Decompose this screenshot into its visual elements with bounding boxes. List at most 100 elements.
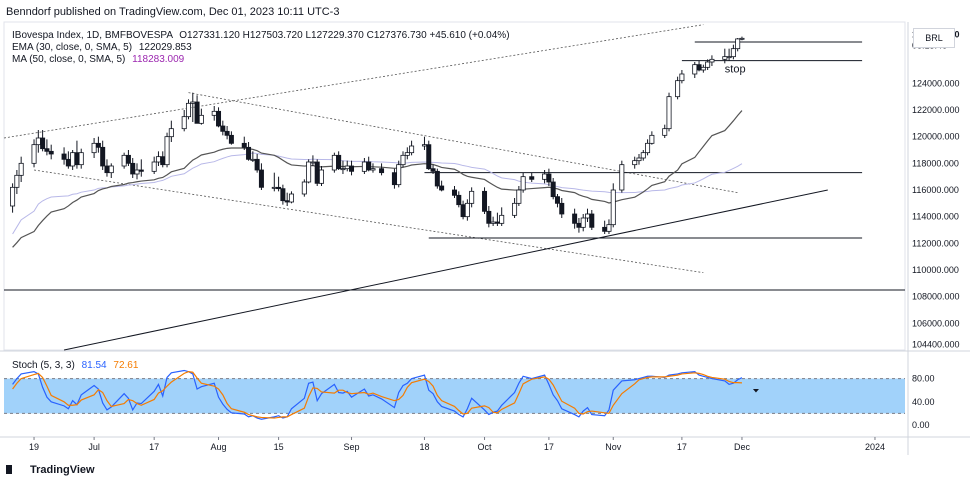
candle-body — [314, 161, 320, 184]
candle — [301, 179, 307, 197]
time-tick-label: Aug — [211, 442, 227, 452]
candle-body — [649, 134, 655, 144]
candle — [151, 156, 157, 174]
down-arrow-icon — [752, 389, 759, 393]
tradingview-logo-icon — [6, 465, 26, 474]
candle-body — [451, 189, 457, 196]
candle-body — [554, 196, 560, 204]
candle — [78, 148, 84, 169]
candle — [606, 219, 612, 234]
candle — [130, 158, 136, 178]
candle — [554, 194, 560, 208]
candle — [70, 150, 76, 170]
candle-body — [516, 189, 522, 204]
candle-body — [572, 213, 578, 224]
stoch-tick-label: 0.00 — [912, 420, 930, 430]
stoch-legend: Stoch (5, 3, 3) 81.54 72.61 — [12, 360, 138, 372]
candle — [246, 142, 252, 161]
candle — [35, 130, 41, 153]
candle-body — [190, 101, 196, 104]
candle-body — [619, 164, 625, 191]
candle — [426, 140, 432, 170]
candle — [271, 172, 277, 192]
stoch-label[interactable]: Stoch (5, 3, 3) — [12, 360, 75, 371]
candle — [546, 168, 552, 186]
time-tick-label: 19 — [29, 442, 39, 452]
candle-body — [216, 110, 222, 127]
candle — [370, 163, 376, 173]
candle-body — [585, 213, 591, 219]
candle — [134, 163, 140, 180]
candle-body — [108, 165, 114, 174]
candle — [168, 120, 174, 142]
currency-label[interactable]: BRL — [913, 28, 955, 48]
candle — [91, 138, 97, 158]
candle-body — [78, 152, 84, 166]
candle-body — [610, 189, 616, 226]
candle — [730, 44, 736, 60]
candle — [280, 184, 286, 205]
candle — [576, 218, 582, 233]
symbol-name[interactable]: IBovespa Index, 1D, BMFBOVESPA — [12, 30, 173, 41]
candle — [486, 206, 492, 228]
candle — [726, 48, 732, 61]
candle-body — [370, 168, 376, 171]
candle-body — [636, 157, 642, 162]
candle — [306, 159, 312, 184]
candle — [138, 159, 144, 177]
time-tick-label: 18 — [419, 442, 429, 452]
time-tick-label: Oct — [478, 442, 493, 452]
candle-body — [705, 61, 711, 68]
candle-body — [361, 161, 367, 172]
candle — [640, 150, 646, 161]
ma-label[interactable]: MA (50, close, 0, SMA, 5) — [12, 54, 126, 65]
candle-body — [74, 152, 80, 166]
candle-body — [439, 185, 445, 191]
candle — [735, 38, 741, 52]
candle — [709, 55, 715, 66]
trendlines: stop — [3, 24, 905, 351]
price-tick-label: 104400.000 — [912, 340, 960, 350]
candle-body — [434, 170, 440, 187]
candle-body — [709, 58, 715, 63]
candle — [241, 136, 247, 150]
candle-body — [61, 153, 67, 160]
candle-body — [726, 56, 732, 59]
candle — [662, 124, 668, 138]
candle-body — [10, 186, 16, 207]
candle — [216, 107, 222, 128]
candle-body — [198, 114, 204, 124]
candle — [310, 155, 316, 166]
candle — [494, 212, 500, 226]
candle — [31, 139, 37, 168]
candle-body — [344, 165, 350, 170]
price-tick-label: 116000.000 — [912, 185, 959, 195]
candle — [344, 160, 350, 172]
price-tick-label: 124000.000 — [912, 78, 960, 88]
candle — [490, 216, 496, 226]
candle-body — [632, 160, 638, 166]
stoch-d-line — [12, 371, 742, 419]
price-tick-label: 112000.000 — [912, 238, 959, 248]
stoch-tick-label: 80.00 — [912, 374, 935, 384]
candle — [288, 191, 294, 204]
stop-annotation: stop — [725, 64, 746, 76]
ema-label[interactable]: EMA (30, close, 0, SMA, 5) — [12, 42, 133, 53]
candle-body — [666, 96, 672, 130]
candle — [10, 183, 16, 213]
candle — [391, 168, 397, 189]
candle-body — [692, 64, 698, 75]
candle-body — [40, 137, 46, 150]
candle — [100, 140, 106, 170]
candle — [469, 187, 475, 208]
candle-body — [318, 169, 324, 184]
candle-body — [18, 162, 24, 176]
candle — [198, 108, 204, 125]
candle — [439, 180, 445, 192]
candle-body — [185, 102, 191, 118]
chart-gridlines — [0, 21, 970, 455]
candle — [434, 168, 440, 189]
candle — [194, 95, 200, 124]
candle — [602, 220, 608, 234]
candle-body — [336, 154, 342, 170]
